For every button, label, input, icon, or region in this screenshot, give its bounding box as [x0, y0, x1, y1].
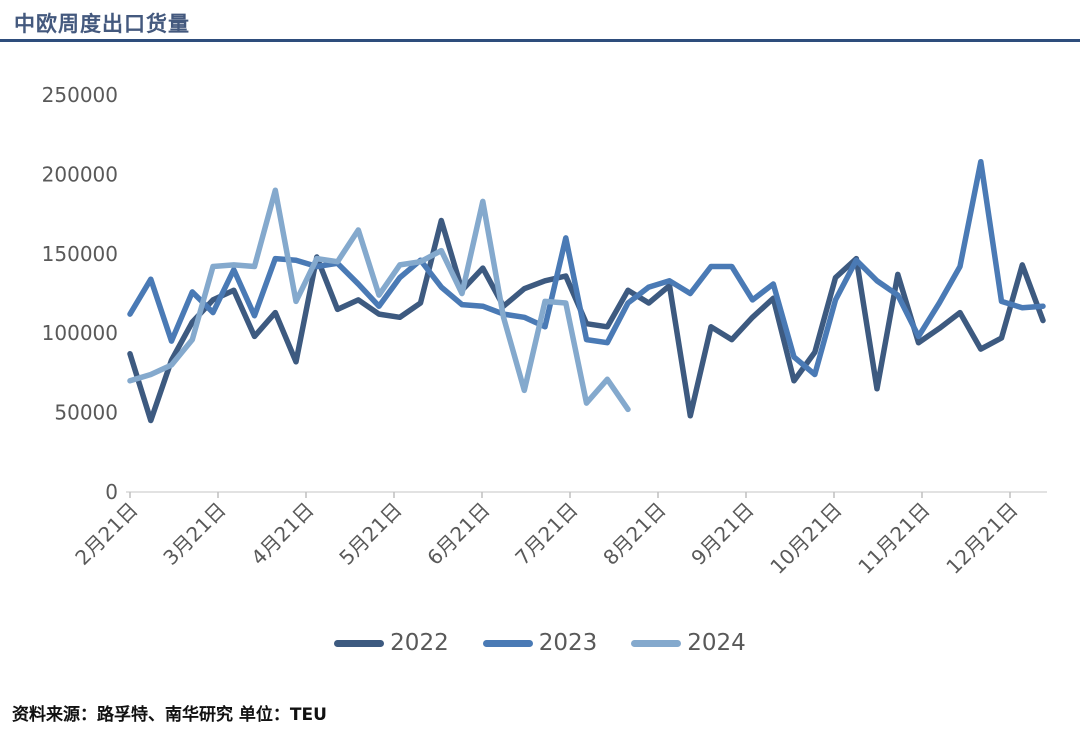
legend-line-2024-icon	[631, 639, 682, 647]
svg-text:4月21日: 4月21日	[246, 498, 318, 570]
legend-line-2022-icon	[334, 639, 385, 647]
source-note: 资料来源：路孚特、南华研究 单位：TEU	[12, 705, 327, 725]
legend-label-2022: 2022	[390, 630, 449, 656]
legend-line-2023-icon	[482, 639, 533, 647]
svg-text:12月21日: 12月21日	[941, 498, 1022, 579]
svg-text:250000: 250000	[42, 83, 118, 107]
svg-text:9月21日: 9月21日	[686, 498, 758, 570]
svg-text:3月21日: 3月21日	[158, 498, 230, 570]
svg-text:6月21日: 6月21日	[422, 498, 494, 570]
svg-text:8月21日: 8月21日	[598, 498, 670, 570]
chart-legend: 2022 2023 2024	[0, 630, 1080, 656]
svg-text:10月21日: 10月21日	[765, 498, 846, 579]
legend-label-2023: 2023	[538, 630, 598, 656]
svg-text:2月21日: 2月21日	[70, 498, 142, 570]
page-title: 中欧周度出口货量	[14, 12, 190, 36]
export-volume-chart: 0 50000 100000 150000 200000 250000 2月21日 3月21日…	[42, 83, 1047, 579]
svg-text:7月21日: 7月21日	[510, 498, 582, 570]
svg-text:5月21日: 5月21日	[334, 498, 406, 570]
legend-item-2024: 2024	[631, 630, 746, 656]
legend-item-2023: 2023	[482, 630, 598, 656]
legend-item-2022: 2022	[334, 630, 449, 656]
svg-text:100000: 100000	[42, 321, 118, 345]
legend-label-2024: 2024	[687, 630, 746, 656]
svg-text:11月21日: 11月21日	[853, 498, 934, 579]
svg-text:150000: 150000	[42, 242, 118, 266]
title-underline	[0, 39, 1080, 42]
svg-text:50000: 50000	[54, 401, 118, 425]
svg-text:0: 0	[105, 480, 118, 504]
svg-text:200000: 200000	[42, 162, 118, 186]
